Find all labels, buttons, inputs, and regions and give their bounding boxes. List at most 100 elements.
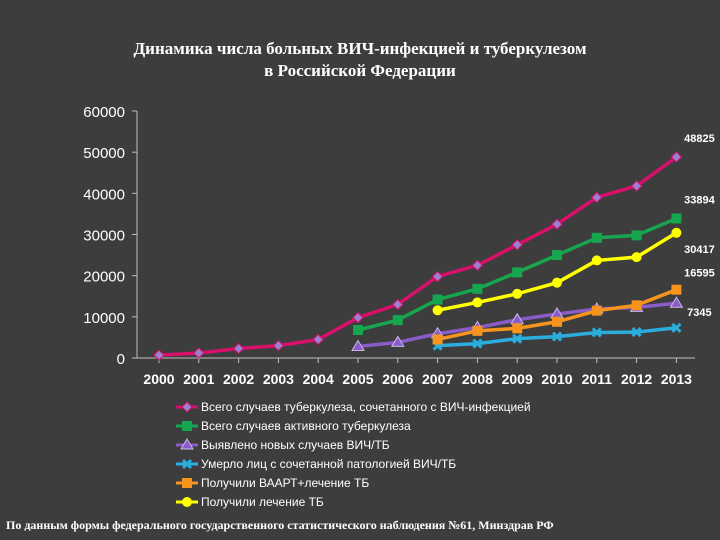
- legend-label: Выявлено новых случаев ВИЧ/ТБ: [201, 438, 390, 452]
- data-label: 16595: [684, 268, 715, 280]
- series-line: [437, 231, 678, 312]
- data-point: [631, 300, 642, 311]
- data-point: [631, 230, 642, 241]
- y-tick-label: 60000: [83, 104, 125, 121]
- x-tick-label: 2010: [541, 371, 572, 387]
- data-label: 30417: [684, 244, 715, 256]
- x-tick-label: 2009: [502, 371, 533, 387]
- data-point: [552, 316, 562, 327]
- x-tick-label: 2007: [422, 371, 453, 387]
- data-point: [392, 298, 404, 311]
- x-tick-label: 2004: [303, 371, 334, 387]
- legend-label: Всего случаев активного туберкулеза: [201, 419, 411, 433]
- data-point: [669, 296, 684, 308]
- line-chart: 0 10000 20000 30000 40000 50000 60000 2000 2001 2…: [83, 104, 716, 387]
- data-point: [390, 335, 405, 347]
- legend-label: Всего случаев туберкулеза, сочетанного с…: [201, 400, 531, 414]
- chart-title-line-2: в Российской Федерации: [264, 61, 456, 80]
- x-tick-label: 2012: [621, 371, 652, 387]
- data-point: [591, 191, 603, 204]
- data-point: [671, 322, 682, 333]
- data-label: 33894: [684, 194, 715, 206]
- data-point: [432, 305, 443, 316]
- x-tick-label: 2006: [382, 371, 413, 387]
- legend-swatch: [176, 401, 198, 413]
- data-point: [351, 339, 365, 351]
- legend-swatch: [176, 438, 198, 450]
- x-tick-label: 2001: [183, 371, 214, 387]
- x-tick-label: 2013: [661, 371, 692, 387]
- x-tick-label: 2011: [582, 371, 613, 387]
- chart-title-line-1: Динамика числа больных ВИЧ-инфекцией и т…: [133, 39, 587, 58]
- x-tick-label: 2002: [223, 371, 254, 387]
- data-label: 7345: [687, 307, 711, 319]
- data-point: [671, 227, 682, 238]
- data-point: [551, 218, 563, 230]
- legend-swatch: [176, 458, 198, 470]
- series-4: 16595: [432, 268, 715, 345]
- data-point: [552, 250, 562, 261]
- y-tick-label: 50000: [83, 145, 125, 162]
- data-point: [512, 288, 523, 299]
- data-point: [551, 331, 563, 342]
- series-5: 30417: [432, 227, 715, 316]
- data-point: [631, 327, 642, 338]
- data-point: [591, 305, 602, 316]
- data-point: [431, 270, 444, 283]
- data-point: [472, 297, 483, 308]
- data-point: [512, 333, 523, 344]
- data-label: 48825: [684, 133, 715, 145]
- data-point: [272, 339, 285, 352]
- y-tick-label: 30000: [83, 228, 125, 245]
- data-point: [193, 347, 205, 359]
- x-tick-label: 2003: [263, 371, 294, 387]
- data-point: [352, 311, 364, 324]
- legend-swatch: [176, 497, 198, 507]
- legend-marker: [182, 497, 192, 507]
- data-point: [471, 259, 484, 272]
- x-tick-label: 2000: [143, 371, 174, 387]
- y-tick-label: 40000: [83, 186, 125, 203]
- y-tick-label: 0: [117, 351, 125, 368]
- legend-label: Получили лечение ТБ: [201, 495, 324, 509]
- data-point: [671, 284, 682, 295]
- legend-marker: [181, 401, 193, 413]
- data-point: [472, 338, 483, 349]
- data-point: [472, 283, 483, 294]
- series-1: 33894: [353, 194, 716, 336]
- data-point: [512, 323, 523, 334]
- y-tick-label: 20000: [83, 269, 125, 286]
- data-point: [512, 267, 523, 278]
- series-0: 48825: [153, 133, 715, 361]
- y-tick-label: 10000: [83, 310, 125, 327]
- legend-label: Получили ВААРТ+лечение ТБ: [201, 476, 370, 490]
- data-point: [312, 333, 324, 346]
- data-point: [353, 325, 363, 336]
- legend-marker: [182, 478, 192, 488]
- x-tick-label: 2005: [342, 371, 373, 387]
- legend-marker: [180, 438, 194, 450]
- x-tick-label: 2008: [462, 371, 493, 387]
- data-point: [552, 277, 562, 288]
- data-point: [432, 294, 443, 305]
- legend-label: Умерло лиц с сочетанной патологией ВИЧ/Т…: [201, 457, 457, 471]
- data-point: [392, 315, 403, 326]
- data-point: [630, 180, 643, 192]
- legend-marker: [182, 421, 192, 431]
- data-point: [671, 213, 682, 224]
- data-point: [591, 327, 602, 338]
- data-point: [232, 342, 245, 355]
- data-point: [432, 334, 443, 345]
- series-line: [158, 155, 678, 357]
- legend-swatch: [176, 478, 198, 488]
- source-footnote: По данным формы федерального государстве…: [6, 518, 554, 532]
- data-point: [591, 255, 602, 266]
- data-point: [511, 239, 523, 251]
- chart-title: Динамика числа больных ВИЧ-инфекцией и т…: [0, 38, 720, 82]
- legend-marker: [181, 458, 193, 470]
- data-point: [591, 232, 602, 243]
- data-point: [670, 151, 683, 163]
- data-point: [153, 349, 165, 361]
- data-point: [631, 252, 642, 263]
- legend-swatch: [176, 421, 198, 431]
